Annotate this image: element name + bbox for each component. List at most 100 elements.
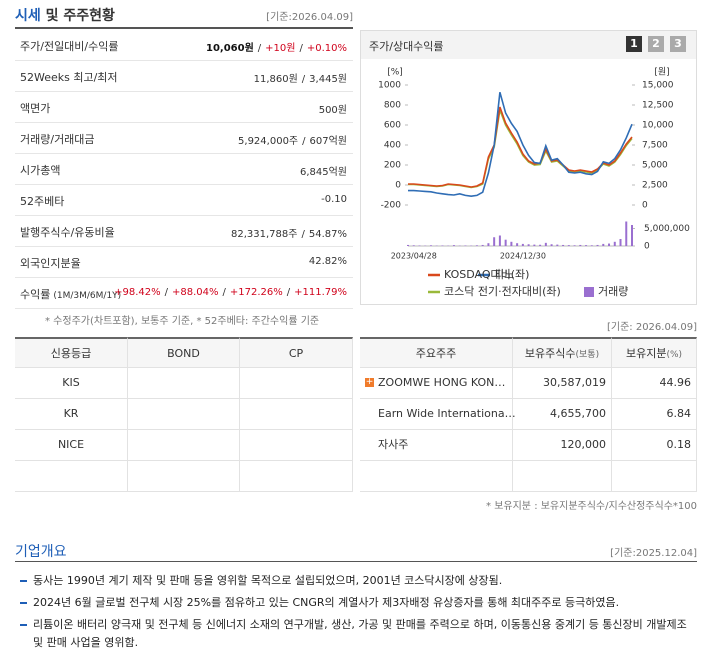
cell-text: 30,587,019 bbox=[543, 376, 606, 389]
tick-label: 10,000 bbox=[642, 121, 674, 131]
cell-text: 44.96 bbox=[659, 376, 692, 389]
value-part: 3,445원 bbox=[309, 74, 347, 85]
tick-label: 7,500 bbox=[642, 141, 668, 151]
table-cell bbox=[513, 461, 612, 492]
table-cell bbox=[128, 430, 240, 461]
table-cell: 120,000 bbox=[513, 430, 612, 461]
chart-button[interactable]: 2 bbox=[648, 36, 664, 52]
legend-label: KOSDAQ대비(좌) bbox=[444, 268, 529, 281]
header-cell: 보유지분(%) bbox=[612, 337, 697, 368]
row-label: 52주베타 bbox=[20, 193, 64, 209]
series-line bbox=[408, 106, 633, 188]
legend-swatch bbox=[584, 287, 594, 297]
cell-text: 6.84 bbox=[666, 407, 692, 420]
volume-bar bbox=[556, 244, 559, 246]
value-part: 10,060원 bbox=[205, 43, 254, 54]
table-cell: 4,655,700 bbox=[513, 399, 612, 430]
table-row: 거래량/거래대금 5,924,000주/607억원 bbox=[15, 123, 353, 154]
table-cell: 6.84 bbox=[612, 399, 697, 430]
cell-text: 120,000 bbox=[560, 438, 607, 451]
overview-item: 리튬이온 배터리 양극재 및 전구체 등 신에너지 소재의 연구개발, 생산, … bbox=[15, 616, 697, 652]
volume-bar bbox=[579, 244, 582, 246]
label: 거래량/거래대금 bbox=[20, 133, 95, 146]
divider bbox=[15, 27, 353, 29]
value-part: / bbox=[302, 136, 306, 147]
tick-label: 12,500 bbox=[642, 101, 674, 111]
value-part: 607억원 bbox=[309, 136, 348, 147]
value-part: / bbox=[299, 43, 303, 54]
row-value: +98.42% / +88.04% / +172.26% / +111.79% bbox=[112, 287, 349, 298]
value-part: / bbox=[301, 74, 306, 85]
volume-bar bbox=[452, 245, 455, 246]
tick-label: 600 bbox=[384, 121, 401, 131]
item-text: 2024년 6월 글로벌 전구체 시장 25%를 점유하고 있는 CNGR의 계… bbox=[33, 596, 620, 609]
table-cell bbox=[128, 461, 240, 492]
overview-list: 동사는 1990년 계기 제작 및 판매 등을 영위할 목적으로 설립되었으며,… bbox=[15, 568, 697, 656]
row-value: 500원 bbox=[317, 101, 349, 116]
tick-label: 200 bbox=[384, 161, 401, 171]
table-row: 주가/전일대비/수익률 10,060원 / +10원 / +0.10% bbox=[15, 30, 353, 61]
row-value: 5,924,000주/607억원 bbox=[236, 132, 349, 147]
value-part: 42.82% bbox=[308, 256, 347, 267]
volume-bar bbox=[562, 244, 565, 246]
title-rest: 및 주주현황 bbox=[45, 8, 115, 24]
label: 외국인지분율 bbox=[20, 257, 81, 270]
volume-bar bbox=[475, 245, 478, 246]
row-value: 82,331,788주/54.87% bbox=[229, 225, 349, 240]
expand-icon[interactable]: + bbox=[365, 377, 374, 387]
label: 52Weeks 최고/최저 bbox=[20, 71, 118, 84]
volume-bar bbox=[631, 225, 633, 246]
item-text: 동사는 1990년 계기 제작 및 판매 등을 영위할 목적으로 설립되었으며,… bbox=[33, 574, 503, 587]
chart-button[interactable]: 1 bbox=[626, 36, 642, 52]
label: 주가/전일대비/수익률 bbox=[20, 40, 119, 53]
volume-bar bbox=[493, 237, 496, 246]
table-cell: NICE bbox=[15, 430, 128, 461]
sublabel: (1M/3M/6M/1Y) bbox=[53, 291, 122, 301]
volume-bar bbox=[521, 243, 524, 246]
tick-label: 5,000 bbox=[642, 161, 668, 171]
value-part: / bbox=[286, 287, 291, 298]
value-part: / bbox=[222, 287, 226, 298]
label: 액면가 bbox=[20, 102, 51, 115]
value-part: 500원 bbox=[318, 105, 347, 116]
table-cell bbox=[240, 461, 353, 492]
tick-label: -200 bbox=[381, 201, 402, 211]
volume-bar bbox=[481, 244, 484, 246]
label: 시가총액 bbox=[20, 164, 61, 177]
volume-bar bbox=[573, 245, 576, 246]
cell-text: 4,655,700 bbox=[550, 407, 606, 420]
tick-label: 1000 bbox=[378, 81, 401, 91]
header-text: 보유주식수 bbox=[524, 347, 576, 360]
table-cell bbox=[128, 399, 240, 430]
volume-bar bbox=[550, 244, 553, 246]
volume-bar bbox=[590, 245, 593, 246]
row-label: 거래량/거래대금 bbox=[20, 131, 95, 147]
title-highlight: 시세 bbox=[15, 8, 41, 24]
table-cell: KIS bbox=[15, 368, 128, 399]
volume-bar bbox=[625, 221, 628, 246]
row-value: 6,845억원 bbox=[298, 163, 349, 178]
tick-label: 400 bbox=[384, 141, 401, 151]
row-label: 시가총액 bbox=[20, 162, 60, 178]
table-cell: 44.96 bbox=[612, 368, 697, 399]
volume-bar bbox=[498, 235, 501, 246]
value-part: / bbox=[257, 43, 262, 54]
value-part: / bbox=[164, 287, 168, 298]
divider bbox=[15, 561, 697, 562]
volume-bar bbox=[544, 242, 547, 246]
cell-text: ZOOMWE HONG KON… bbox=[378, 376, 506, 389]
table-cell: 30,587,019 bbox=[513, 368, 612, 399]
value-part: 82,331,788주 bbox=[231, 229, 298, 240]
note: * 수정주가(차트포함), 보통주 기준, * 52주베타: 주간수익률 기준 bbox=[45, 316, 320, 327]
volume-bar bbox=[585, 245, 588, 246]
volume-bar bbox=[464, 245, 467, 246]
series-line bbox=[408, 91, 633, 198]
label: 수익률 bbox=[20, 288, 51, 301]
overview-item: 동사는 1990년 계기 제작 및 판매 등을 영위할 목적으로 설립되었으며,… bbox=[15, 572, 697, 590]
volume-bar bbox=[602, 243, 605, 246]
chart-button[interactable]: 3 bbox=[670, 36, 686, 52]
bullet bbox=[20, 602, 27, 604]
volume-bar bbox=[567, 245, 570, 246]
volume-bar bbox=[487, 243, 490, 246]
